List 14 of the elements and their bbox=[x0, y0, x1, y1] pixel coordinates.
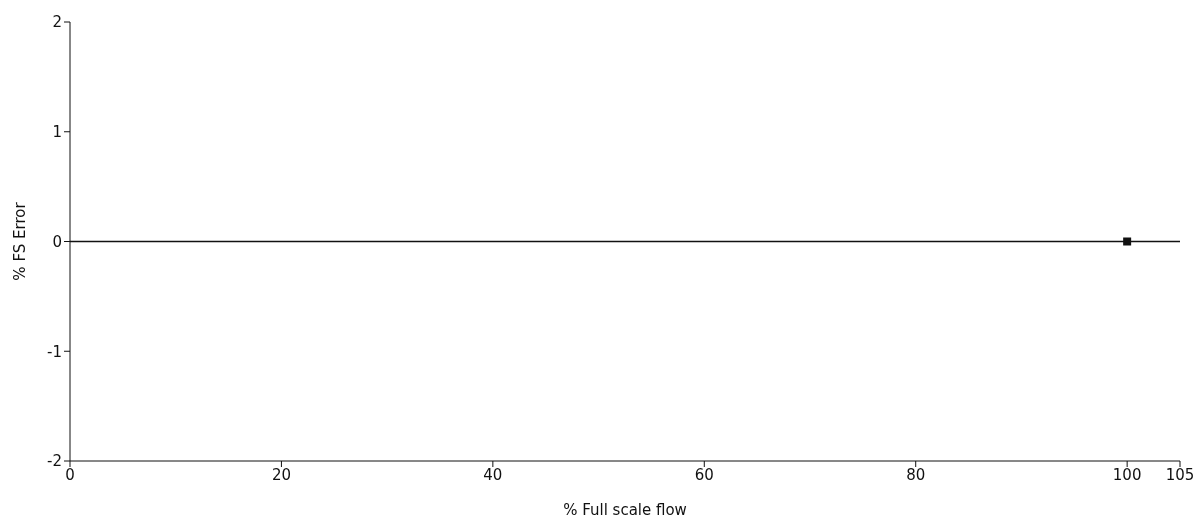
x-axis-title: % Full scale flow bbox=[563, 501, 687, 519]
x-tick-label: 20 bbox=[271, 465, 291, 484]
y-tick-label: 1 bbox=[52, 123, 62, 142]
x-tick-label: 40 bbox=[483, 465, 503, 484]
x-tick-label: 60 bbox=[694, 465, 714, 484]
y-tick-label: 2 bbox=[52, 13, 62, 32]
x-tick-label: 0 bbox=[65, 465, 75, 484]
y-tick-label: -2 bbox=[47, 452, 62, 471]
x-tick-label: 105 bbox=[1165, 465, 1195, 484]
y-tick-label: 0 bbox=[52, 232, 62, 251]
x-tick-label: 100 bbox=[1112, 465, 1142, 484]
y-tick-label: -1 bbox=[47, 342, 62, 361]
y-axis-title: % FS Error bbox=[11, 201, 30, 281]
x-tick-label: 80 bbox=[906, 465, 926, 484]
